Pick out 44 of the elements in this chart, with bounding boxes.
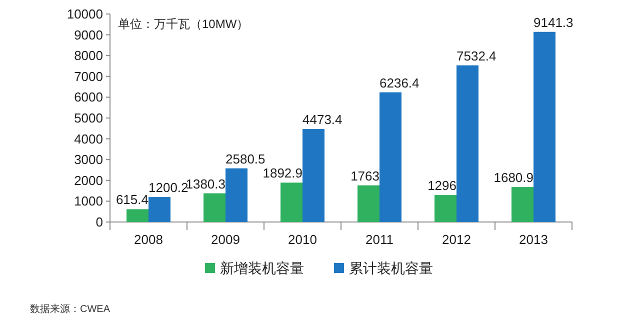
bar [358,185,380,222]
y-tick-label: 8000 [74,48,103,64]
y-tick-label: 9000 [74,27,103,42]
data-label: 6236.4 [380,75,420,90]
y-tick-label: 0 [96,214,103,230]
y-tick-label: 7000 [74,68,103,84]
y-tick-label: 3000 [74,152,103,168]
data-label: 7532.4 [456,48,496,64]
x-tick-label: 2008 [134,232,163,247]
data-label: 1763 [350,168,380,184]
y-tick-label: 1000 [74,194,103,209]
x-tick-label: 2011 [366,232,394,247]
source-note: 数据来源：CWEA [30,303,110,315]
data-label: 1296 [428,178,456,194]
y-tick-label: 2000 [74,172,103,188]
bar [126,209,148,222]
bar [204,193,226,222]
data-label: 615.4 [116,192,148,208]
annotation: 单位：万千瓦（10MW） [118,17,249,31]
bar [380,92,402,222]
legend-label: 累计装机容量 [349,260,433,276]
data-label: 1680.9 [494,170,534,186]
x-tick-label: 2012 [442,232,471,247]
bar [302,128,324,222]
data-label: 9141.3 [534,14,574,30]
x-tick-label: 2010 [288,232,317,247]
legend-label: 新增装机容量 [220,260,304,276]
bar [456,65,478,222]
bar [148,197,170,222]
y-tick-label: 10000 [66,6,103,22]
y-tick-label: 4000 [74,131,103,146]
y-tick-label: 5000 [74,110,103,126]
bar [512,187,534,222]
bar [280,182,302,222]
data-label: 1892.9 [262,166,302,181]
x-tick-label: 2013 [519,232,548,247]
bar [434,195,456,222]
bar [226,168,248,222]
bar [534,32,556,222]
data-label: 2580.5 [226,151,266,166]
data-label: 1200.2 [148,180,188,196]
data-label: 4473.4 [302,112,342,127]
x-tick-label: 2009 [211,232,240,247]
y-tick-label: 6000 [74,90,103,105]
